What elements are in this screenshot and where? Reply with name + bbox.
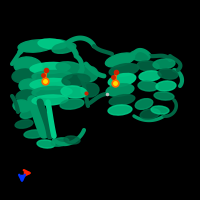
Ellipse shape <box>60 99 84 109</box>
Ellipse shape <box>109 64 139 76</box>
Ellipse shape <box>24 130 44 138</box>
Ellipse shape <box>138 81 158 91</box>
Ellipse shape <box>38 39 66 49</box>
Ellipse shape <box>19 79 41 93</box>
Ellipse shape <box>52 43 76 53</box>
Ellipse shape <box>20 110 36 118</box>
Ellipse shape <box>12 69 36 83</box>
Ellipse shape <box>78 66 98 82</box>
Ellipse shape <box>105 53 135 67</box>
Ellipse shape <box>81 83 99 97</box>
Ellipse shape <box>14 57 42 75</box>
Ellipse shape <box>139 71 161 81</box>
Ellipse shape <box>61 86 87 98</box>
Ellipse shape <box>51 138 69 146</box>
Ellipse shape <box>108 105 132 115</box>
Ellipse shape <box>32 70 72 82</box>
Ellipse shape <box>13 100 31 112</box>
Ellipse shape <box>137 61 159 71</box>
Ellipse shape <box>32 86 72 98</box>
Ellipse shape <box>158 69 178 79</box>
Ellipse shape <box>151 106 169 114</box>
Ellipse shape <box>56 62 84 74</box>
Ellipse shape <box>109 95 135 105</box>
Ellipse shape <box>30 62 70 74</box>
Ellipse shape <box>153 59 175 69</box>
Ellipse shape <box>135 99 153 109</box>
Ellipse shape <box>130 51 150 61</box>
Ellipse shape <box>64 136 80 144</box>
Ellipse shape <box>140 109 160 119</box>
Ellipse shape <box>156 81 176 91</box>
Ellipse shape <box>37 140 55 148</box>
Ellipse shape <box>18 40 54 52</box>
Ellipse shape <box>15 120 33 128</box>
Ellipse shape <box>30 78 70 90</box>
Ellipse shape <box>154 92 174 100</box>
Ellipse shape <box>108 73 136 87</box>
Ellipse shape <box>106 84 134 96</box>
Ellipse shape <box>32 95 68 105</box>
Ellipse shape <box>16 90 36 102</box>
Ellipse shape <box>62 74 90 86</box>
